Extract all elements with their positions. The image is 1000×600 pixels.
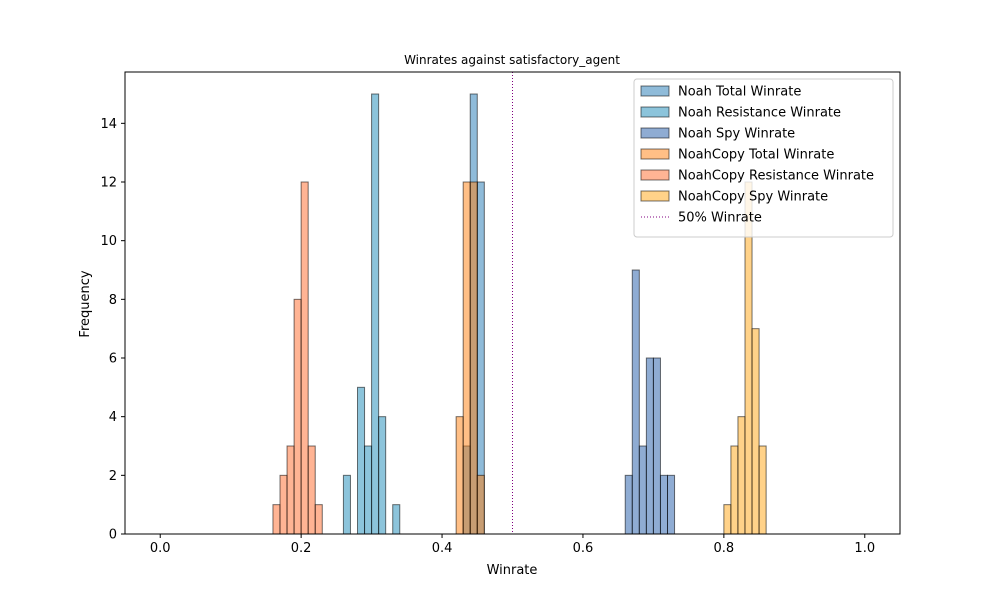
legend-entry: 50% Winrate bbox=[678, 211, 762, 226]
y-tick-label: 6 bbox=[109, 352, 117, 367]
histogram-bar bbox=[279, 474, 288, 535]
histogram-bar bbox=[624, 474, 633, 535]
histogram-bar bbox=[737, 416, 746, 535]
legend-entry: Noah Total Winrate bbox=[678, 85, 801, 100]
histogram-bar bbox=[455, 416, 464, 535]
x-tick-label: 0.8 bbox=[714, 541, 735, 556]
histogram-bar bbox=[357, 386, 366, 535]
legend-swatch bbox=[640, 190, 670, 202]
legend-swatch bbox=[640, 127, 670, 139]
legend-entry: NoahCopy Spy Winrate bbox=[678, 190, 828, 205]
histogram-bar bbox=[469, 181, 478, 535]
y-tick-label: 8 bbox=[109, 293, 117, 308]
legend-entry: NoahCopy Resistance Winrate bbox=[678, 169, 874, 184]
histogram-bar bbox=[645, 357, 654, 535]
legend-entry: Noah Spy Winrate bbox=[678, 127, 795, 142]
histogram-bar bbox=[652, 357, 661, 535]
y-axis-label: Frequency bbox=[78, 270, 93, 337]
histogram-bar bbox=[631, 269, 640, 535]
histogram-bar bbox=[307, 445, 316, 535]
legend-frame bbox=[633, 78, 894, 238]
histogram-bar bbox=[293, 298, 302, 535]
y-tick-label: 14 bbox=[100, 117, 117, 132]
histogram-bar bbox=[272, 504, 281, 535]
legend-swatch bbox=[640, 148, 670, 160]
x-axis-label: Winrate bbox=[487, 563, 538, 578]
histogram-bar bbox=[751, 328, 760, 535]
histogram-bar bbox=[364, 445, 373, 535]
legend: Noah Total Winrate Noah Resistance Winrat… bbox=[633, 78, 894, 238]
histogram-bar bbox=[667, 474, 676, 535]
histogram-bar bbox=[758, 445, 767, 535]
histogram-bar bbox=[476, 474, 485, 535]
histogram-bar bbox=[659, 474, 668, 535]
legend-swatch bbox=[640, 169, 670, 181]
histogram-bar bbox=[286, 445, 295, 535]
y-tick-label: 12 bbox=[100, 176, 117, 191]
legend-entry: Noah Resistance Winrate bbox=[678, 106, 841, 121]
histogram-bar bbox=[462, 181, 471, 535]
chart-title: Winrates against satisfactory_agent bbox=[404, 53, 620, 67]
y-tick-label: 4 bbox=[109, 410, 117, 425]
histogram-bar bbox=[723, 504, 732, 535]
histogram-bar bbox=[730, 445, 739, 535]
y-tick-label: 10 bbox=[100, 234, 117, 249]
x-tick-label: 0.0 bbox=[150, 541, 171, 556]
x-tick-label: 0.6 bbox=[573, 541, 594, 556]
y-tick-label: 0 bbox=[109, 528, 117, 543]
legend-swatch bbox=[640, 106, 670, 118]
axes-frame bbox=[124, 71, 901, 535]
histogram-bar bbox=[378, 416, 387, 535]
histogram-bar bbox=[392, 504, 401, 535]
y-tick-label: 2 bbox=[109, 469, 117, 484]
plot-area: 0.0 0.2 0.4 0.6 0.8 1.0 0 2 4 6 8 10 12 14 bbox=[100, 71, 901, 556]
histogram-bar bbox=[300, 181, 309, 535]
x-tick-label: 0.4 bbox=[432, 541, 453, 556]
histogram-bar bbox=[638, 445, 647, 535]
histogram-bar bbox=[342, 474, 351, 535]
x-tick-label: 0.2 bbox=[291, 541, 312, 556]
histogram-bar bbox=[371, 93, 380, 535]
legend-entry: NoahCopy Total Winrate bbox=[678, 148, 834, 163]
histogram-bar bbox=[314, 504, 323, 535]
legend-swatch bbox=[640, 85, 670, 97]
x-tick-label: 1.0 bbox=[854, 541, 875, 556]
